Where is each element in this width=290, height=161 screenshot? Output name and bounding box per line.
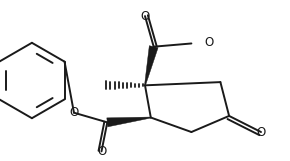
Text: O: O bbox=[256, 126, 266, 138]
Polygon shape bbox=[144, 46, 158, 85]
Text: O: O bbox=[69, 106, 79, 119]
Text: O: O bbox=[140, 10, 150, 23]
Text: O: O bbox=[204, 36, 213, 49]
Polygon shape bbox=[107, 117, 151, 127]
Text: O: O bbox=[97, 145, 106, 158]
